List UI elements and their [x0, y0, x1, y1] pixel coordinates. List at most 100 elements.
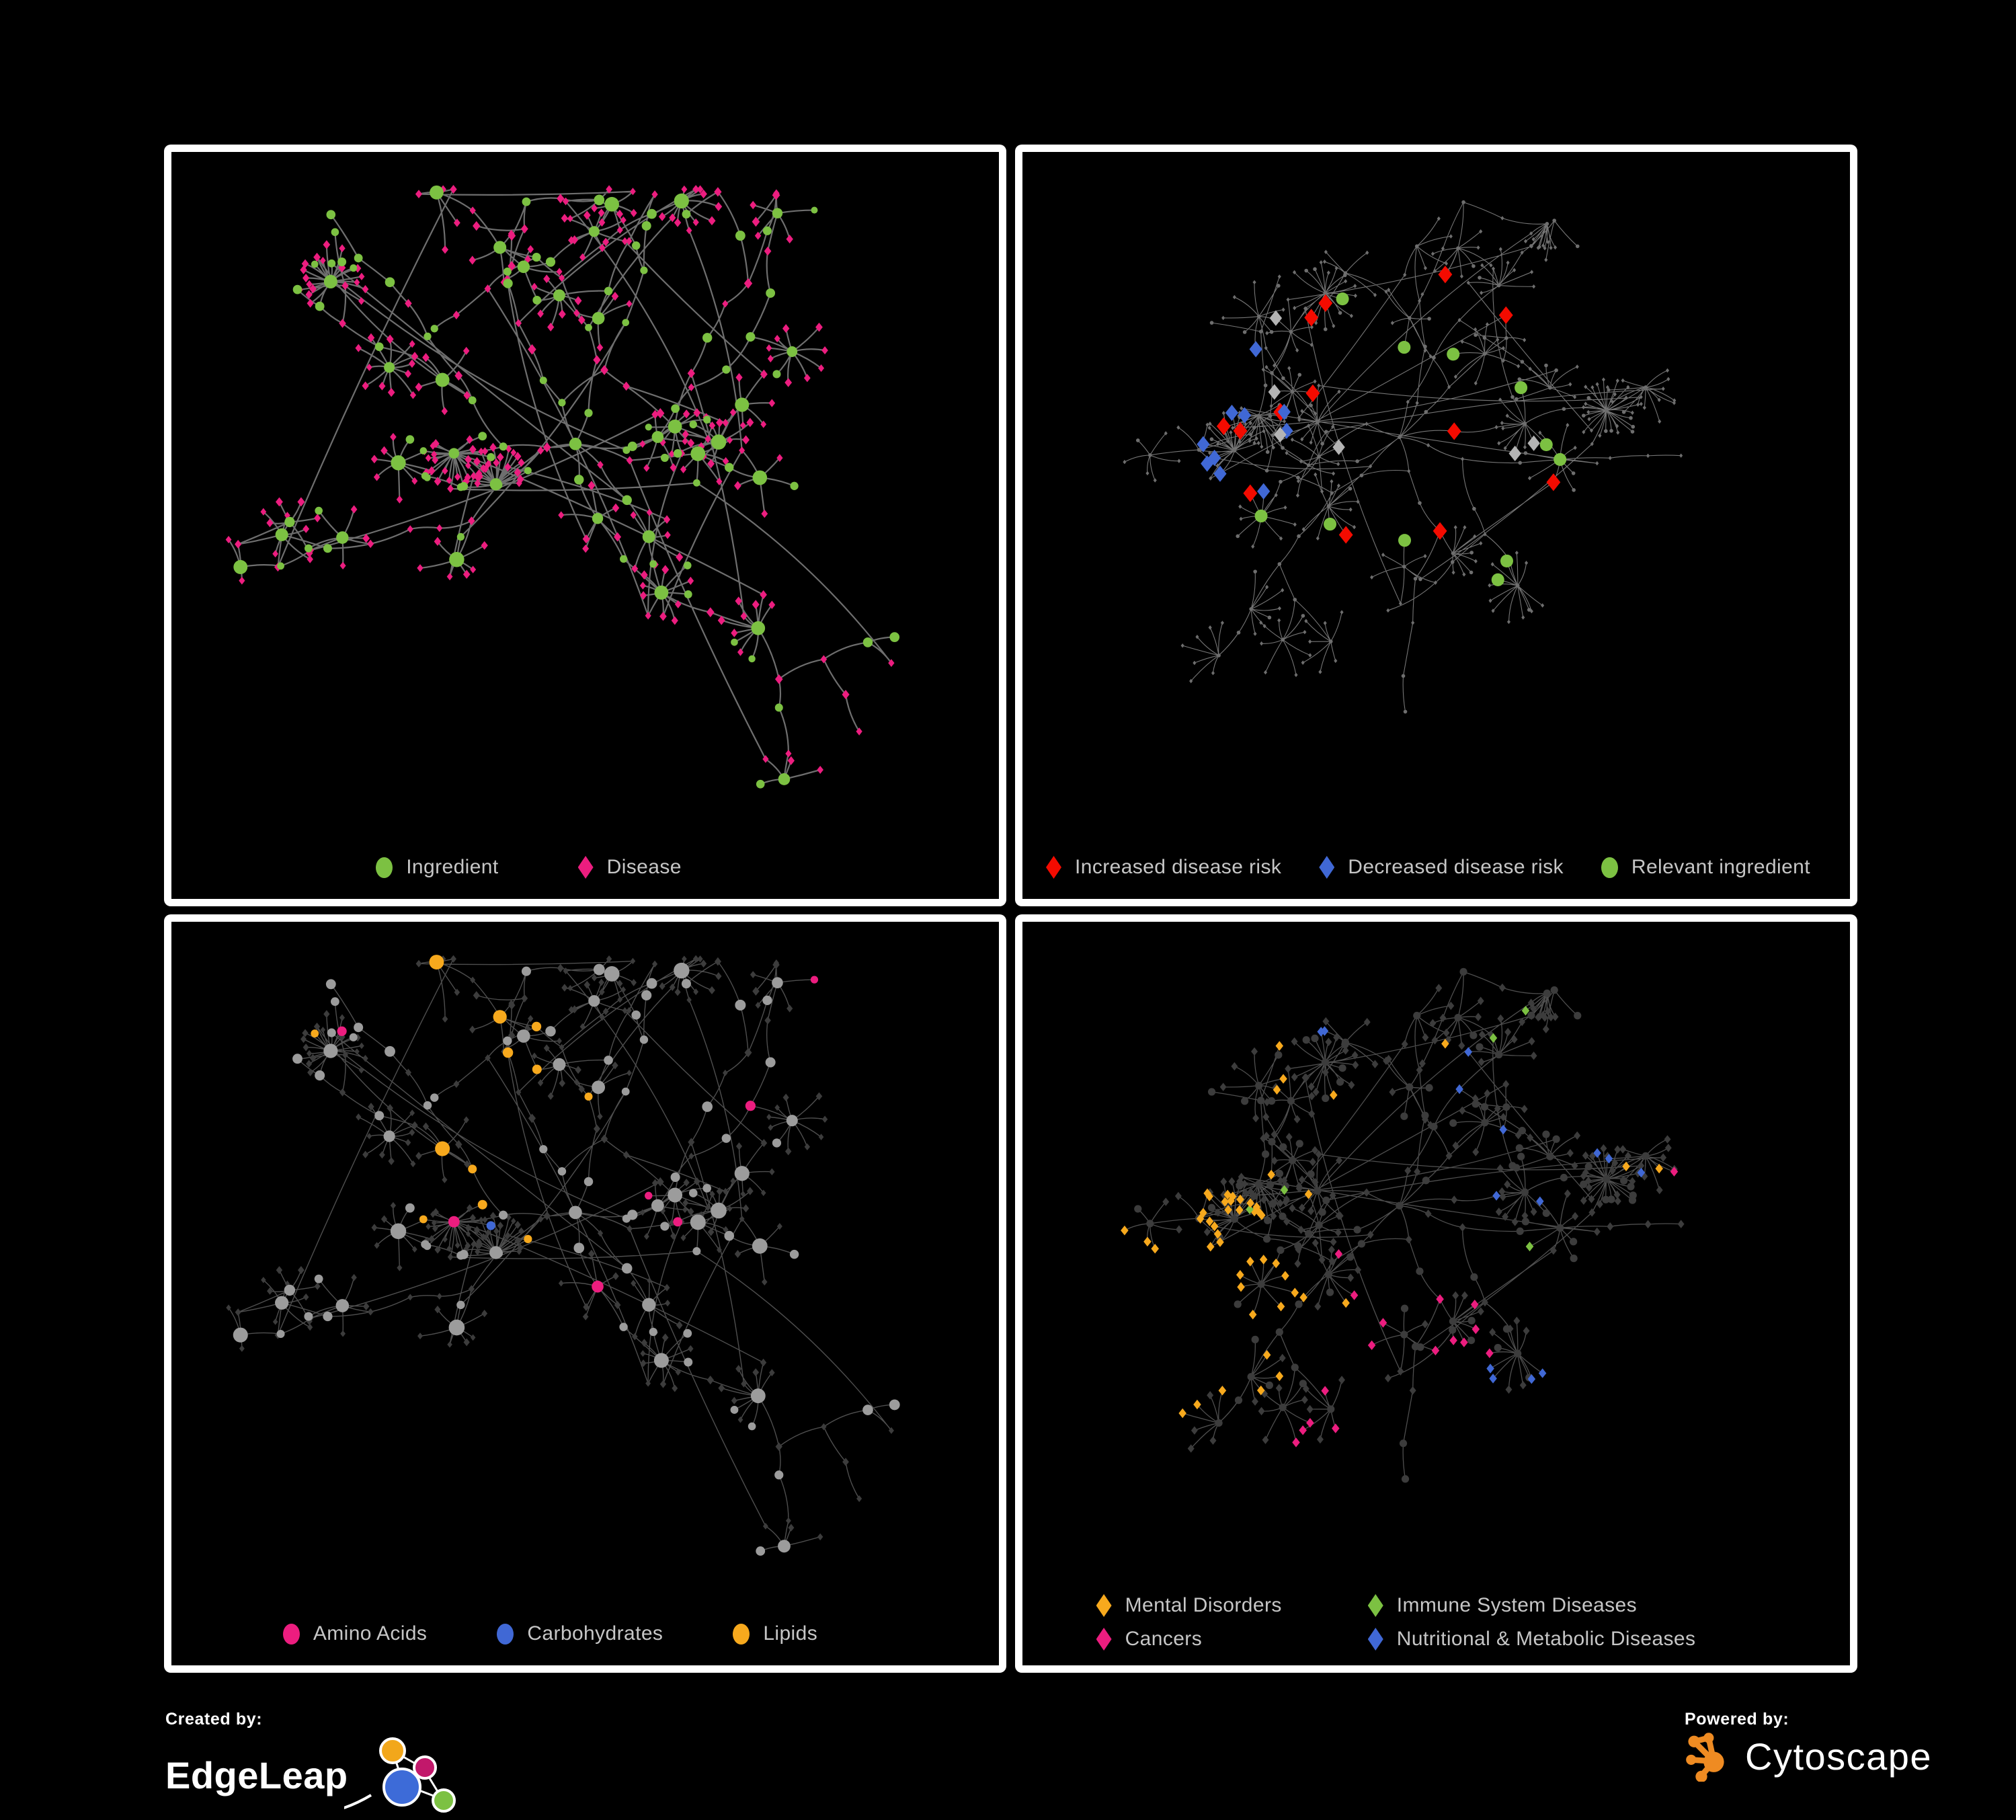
network-node — [1315, 1221, 1323, 1229]
network-node — [1296, 475, 1300, 480]
network-node — [888, 659, 895, 667]
network-node — [1501, 358, 1505, 363]
network-node — [1256, 413, 1261, 418]
network-node — [309, 1054, 317, 1062]
network-node — [449, 551, 465, 567]
network-node — [1505, 413, 1509, 418]
network-node — [446, 1245, 452, 1252]
network-node — [1614, 1145, 1621, 1154]
network-node — [1277, 1302, 1285, 1312]
network-node — [493, 1227, 499, 1235]
network-node — [1593, 1227, 1601, 1236]
network-node — [1488, 598, 1492, 603]
network-node — [697, 955, 703, 963]
network-node — [1449, 1119, 1457, 1127]
network-node — [1293, 522, 1297, 527]
network-node — [687, 368, 695, 379]
network-node — [1290, 389, 1295, 394]
network-node — [473, 991, 480, 1000]
network-node — [1352, 1060, 1359, 1070]
network-node — [532, 296, 542, 305]
network-node — [1213, 1229, 1222, 1239]
network-node — [1269, 310, 1283, 326]
network-node — [1265, 331, 1269, 335]
network-node — [785, 1517, 791, 1524]
network-node — [640, 1359, 647, 1368]
network-node — [594, 194, 605, 206]
network-node — [709, 1190, 715, 1198]
network-node — [1197, 448, 1201, 452]
network-node — [1295, 1182, 1303, 1191]
network-node — [711, 1202, 727, 1219]
network-node — [614, 1300, 621, 1310]
network-node — [1309, 403, 1313, 407]
network-node — [1614, 1197, 1621, 1205]
network-node — [1338, 526, 1353, 544]
network-node — [1479, 541, 1483, 546]
network-node — [1295, 1300, 1303, 1308]
network-node — [742, 1204, 750, 1213]
network-node — [303, 1043, 309, 1052]
network-node — [754, 231, 762, 240]
network-node — [1418, 577, 1422, 582]
edgeleap-logo-icon — [344, 1737, 456, 1813]
network-node — [424, 332, 432, 340]
network-node — [692, 955, 699, 963]
network-node — [323, 240, 331, 249]
network-node — [481, 447, 489, 456]
network-node — [1328, 1245, 1335, 1255]
network-node — [1248, 432, 1252, 437]
network-node — [430, 1093, 439, 1102]
network-node — [470, 1334, 476, 1341]
network-node — [485, 460, 491, 469]
network-node — [660, 1222, 670, 1231]
network-node — [323, 544, 332, 553]
network-node — [1314, 1187, 1322, 1195]
network-node — [432, 1208, 439, 1216]
network-node — [663, 1283, 670, 1292]
network-node — [1600, 1144, 1607, 1153]
network-node — [1498, 1187, 1506, 1196]
network-node — [1209, 437, 1214, 442]
network-node — [583, 1303, 590, 1311]
network-node — [1257, 1280, 1265, 1288]
network-node — [1530, 1004, 1537, 1013]
network-node — [1430, 251, 1435, 256]
network-node — [646, 508, 653, 516]
network-node — [1670, 1166, 1679, 1177]
network-node — [735, 1365, 742, 1373]
network-node — [1248, 1310, 1257, 1320]
network-node — [1331, 471, 1336, 476]
network-node — [1328, 639, 1333, 643]
network-node — [383, 1130, 395, 1142]
network-node — [547, 323, 555, 331]
network-node — [1297, 534, 1301, 539]
network-node — [1423, 553, 1427, 559]
edgeleap-wordmark: EdgeLeap — [165, 1753, 348, 1796]
edgeleap-brandrow: EdgeLeap — [165, 1731, 472, 1819]
network-node — [1432, 356, 1436, 360]
network-node — [735, 397, 750, 412]
network-node — [1365, 422, 1369, 426]
network-node — [311, 1029, 319, 1038]
network-node — [1315, 1150, 1322, 1159]
network-node — [373, 473, 380, 481]
network-node — [1309, 325, 1314, 329]
network-node — [1546, 473, 1561, 491]
network-node — [1258, 329, 1263, 333]
cytoscape-logo-icon — [1686, 1733, 1724, 1782]
network-node — [465, 461, 471, 469]
network-node — [766, 344, 772, 352]
network-node — [1491, 608, 1495, 613]
network-node — [1313, 379, 1317, 384]
network-node — [1316, 536, 1320, 541]
network-node — [1541, 603, 1545, 608]
network-node — [1355, 1265, 1362, 1275]
network-node — [1444, 261, 1449, 266]
network-node — [432, 456, 439, 465]
network-node — [1330, 479, 1334, 484]
network-node — [1264, 346, 1268, 350]
network-node — [1283, 505, 1287, 510]
network-node — [1494, 1343, 1502, 1352]
network-node — [469, 255, 476, 265]
